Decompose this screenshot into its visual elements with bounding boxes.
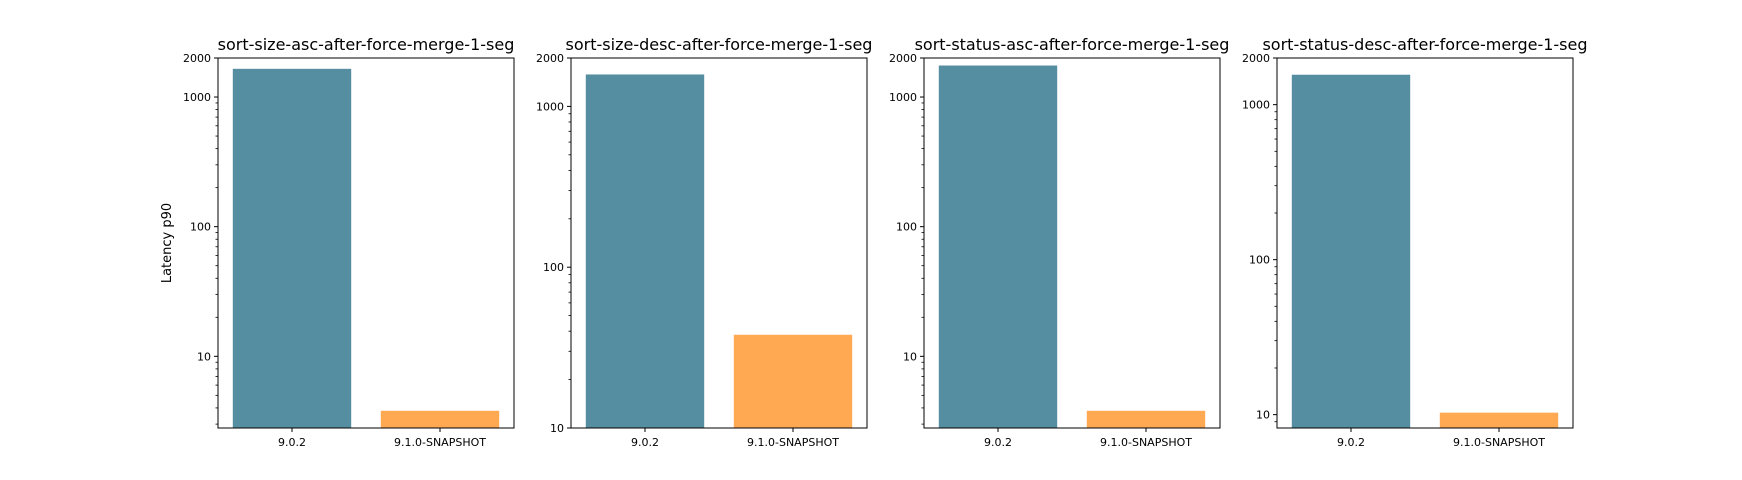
y-tick-label: 1000 (536, 100, 564, 113)
y-tick-label: 100 (190, 221, 211, 234)
chart-title: sort-size-desc-after-force-merge-1-seg (566, 35, 873, 54)
bar-1 (938, 65, 1058, 429)
x-tick-label: 9.1.0-SNAPSHOT (1453, 436, 1545, 449)
chart-panel-1: 9.0.2 9.1.0-SNAPSHOT 10 100 1000 2000 sort-siz… (160, 35, 515, 449)
bar-1 (1291, 74, 1411, 429)
y-tick-label: 1000 (1242, 99, 1270, 112)
plot-frame (570, 57, 868, 429)
y-tick-label: 10 (197, 350, 211, 363)
bar-2 (380, 410, 500, 428)
y-axis-label: Latency p90 (160, 203, 175, 283)
y-tick-label: 10 (1256, 409, 1270, 422)
bar-2 (733, 334, 853, 428)
x-tick-label: 9.0.2 (278, 436, 306, 449)
chart-title: sort-status-desc-after-force-merge-1-seg (1262, 35, 1587, 54)
x-tick-label: 9.1.0-SNAPSHOT (394, 436, 486, 449)
x-tick-label: 9.1.0-SNAPSHOT (1100, 436, 1192, 449)
chart-panel-3: 9.0.2 9.1.0-SNAPSHOT 10 100 1000 2000sort-sta… (889, 35, 1229, 449)
y-tick-label: 100 (543, 261, 564, 274)
chart-title: sort-status-asc-after-force-merge-1-seg (915, 35, 1230, 54)
plot-frame (923, 57, 1221, 429)
y-tick-label: 10 (550, 422, 564, 435)
chart-title: sort-size-asc-after-force-merge-1-seg (218, 35, 515, 54)
plot-frame (217, 57, 515, 429)
y-tick-label: 2000 (183, 52, 211, 65)
x-tick-label: 9.1.0-SNAPSHOT (747, 436, 839, 449)
x-tick-label: 9.0.2 (1337, 436, 1365, 449)
y-tick-label: 1000 (889, 91, 917, 104)
chart-panel-4: 9.0.2 9.1.0-SNAPSHOT 10 100 1000 2000sort-sta… (1242, 35, 1588, 449)
y-tick-label: 2000 (889, 52, 917, 65)
y-tick-label: 100 (896, 221, 917, 234)
y-tick-label: 10 (903, 350, 917, 363)
y-tick-label: 2000 (1242, 52, 1270, 65)
x-tick-label: 9.0.2 (984, 436, 1012, 449)
y-tick-label: 100 (1249, 254, 1270, 267)
y-tick-label: 2000 (536, 52, 564, 65)
bar-2 (1439, 412, 1559, 428)
y-tick-label: 1000 (183, 91, 211, 104)
plot-frame (1276, 57, 1574, 429)
x-tick-label: 9.0.2 (631, 436, 659, 449)
bar-2 (1086, 410, 1206, 428)
bar-1 (585, 74, 705, 429)
chart-panel-2: 9.0.2 9.1.0-SNAPSHOT 10 100 1000 2000sort-siz… (536, 35, 872, 449)
bar-1 (232, 68, 352, 429)
